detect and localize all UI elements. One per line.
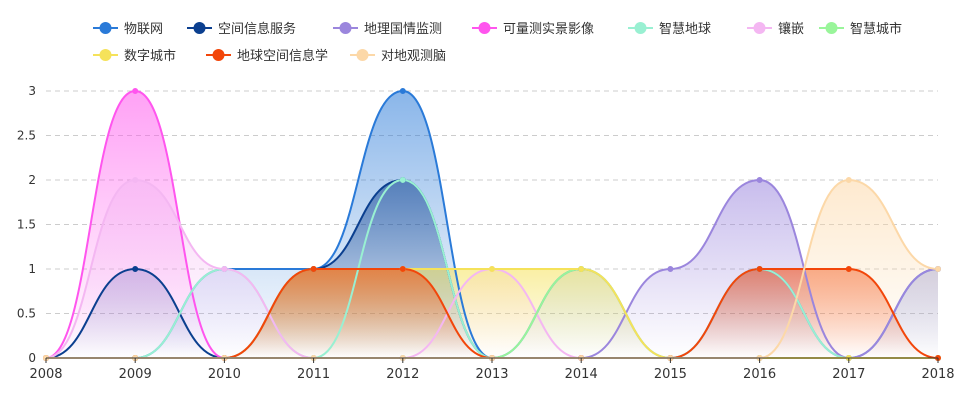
y-tick-label: 1.5 xyxy=(17,218,36,232)
y-tick-label: 2.5 xyxy=(17,129,36,143)
data-point[interactable] xyxy=(845,266,852,272)
data-point[interactable] xyxy=(399,177,406,183)
data-point[interactable] xyxy=(221,266,228,272)
legend-label: 数字城市 xyxy=(124,48,176,64)
data-point[interactable] xyxy=(132,266,139,272)
x-tick-label: 2009 xyxy=(119,367,152,382)
series-area xyxy=(46,91,938,358)
data-point[interactable] xyxy=(132,88,139,94)
x-tick-label: 2008 xyxy=(29,367,62,382)
y-tick-label: 0.5 xyxy=(17,307,36,321)
legend-marker xyxy=(212,49,225,61)
legend-label: 镶嵌 xyxy=(778,21,804,37)
legend-item[interactable]: 物联网 xyxy=(93,22,163,37)
legend-item[interactable]: 地理国情监测 xyxy=(333,22,442,37)
x-tick-label: 2013 xyxy=(475,367,508,382)
data-point[interactable] xyxy=(310,266,317,272)
legend-item[interactable]: 地球空间信息学 xyxy=(206,48,328,64)
legend-label: 地理国情监测 xyxy=(364,22,442,37)
x-tick-label: 2010 xyxy=(208,367,241,382)
legend-marker xyxy=(356,49,369,61)
legend-marker xyxy=(99,22,112,34)
legend-marker xyxy=(193,22,206,34)
legend-label: 可量测实景影像 xyxy=(503,22,594,37)
legend-marker xyxy=(339,22,352,34)
legend-item[interactable]: 对地观测脑 xyxy=(350,49,446,64)
y-tick-label: 1 xyxy=(28,262,36,276)
legend-marker xyxy=(478,22,491,34)
legend-marker xyxy=(99,49,112,61)
data-point[interactable] xyxy=(489,266,495,272)
legend-item[interactable]: 可量测实景影像 xyxy=(472,22,594,37)
x-tick-label: 2018 xyxy=(921,367,954,382)
axes: 0 0.5 1 1.5 2 2.5 3 2008 2009 2010 2011 2012 2013 201… xyxy=(17,84,955,382)
legend-label: 对地观测脑 xyxy=(381,49,446,64)
y-tick-label: 0 xyxy=(28,351,36,365)
legend-marker xyxy=(634,22,647,34)
legend-label: 空间信息服务 xyxy=(218,21,296,37)
legend-item[interactable]: 智慧城市 xyxy=(819,21,902,37)
x-tick-label: 2016 xyxy=(743,367,776,382)
y-tick-label: 3 xyxy=(28,84,36,98)
y-tick-label: 2 xyxy=(28,173,36,187)
x-tick-label: 2015 xyxy=(654,367,687,382)
legend-item[interactable]: 空间信息服务 xyxy=(187,21,296,37)
series-area xyxy=(46,180,938,358)
data-point[interactable] xyxy=(667,266,674,272)
data-point[interactable] xyxy=(756,177,763,183)
series-line[interactable] xyxy=(46,178,938,360)
x-tick-label: 2012 xyxy=(386,367,419,382)
legend-label: 智慧地球 xyxy=(659,21,711,37)
legend-marker xyxy=(825,22,838,34)
data-point[interactable] xyxy=(578,266,585,272)
legend-item[interactable]: 数字城市 xyxy=(93,48,176,64)
data-point[interactable] xyxy=(132,177,139,183)
legend-marker xyxy=(753,22,766,34)
data-point[interactable] xyxy=(756,266,763,272)
legend-label: 智慧城市 xyxy=(850,21,902,37)
legend-label: 地球空间信息学 xyxy=(237,48,328,64)
x-tick-label: 2014 xyxy=(565,367,598,382)
series-area xyxy=(46,269,938,358)
data-point[interactable] xyxy=(845,177,852,183)
data-point[interactable] xyxy=(935,266,941,272)
legend-label: 物联网 xyxy=(124,22,163,37)
x-tick-label: 2011 xyxy=(297,367,330,382)
x-tick-label: 2017 xyxy=(832,367,865,382)
legend-item[interactable]: 智慧地球 xyxy=(628,21,711,37)
data-point[interactable] xyxy=(399,266,406,272)
data-point[interactable] xyxy=(399,88,406,94)
legend-item[interactable]: 镶嵌 xyxy=(747,21,804,37)
